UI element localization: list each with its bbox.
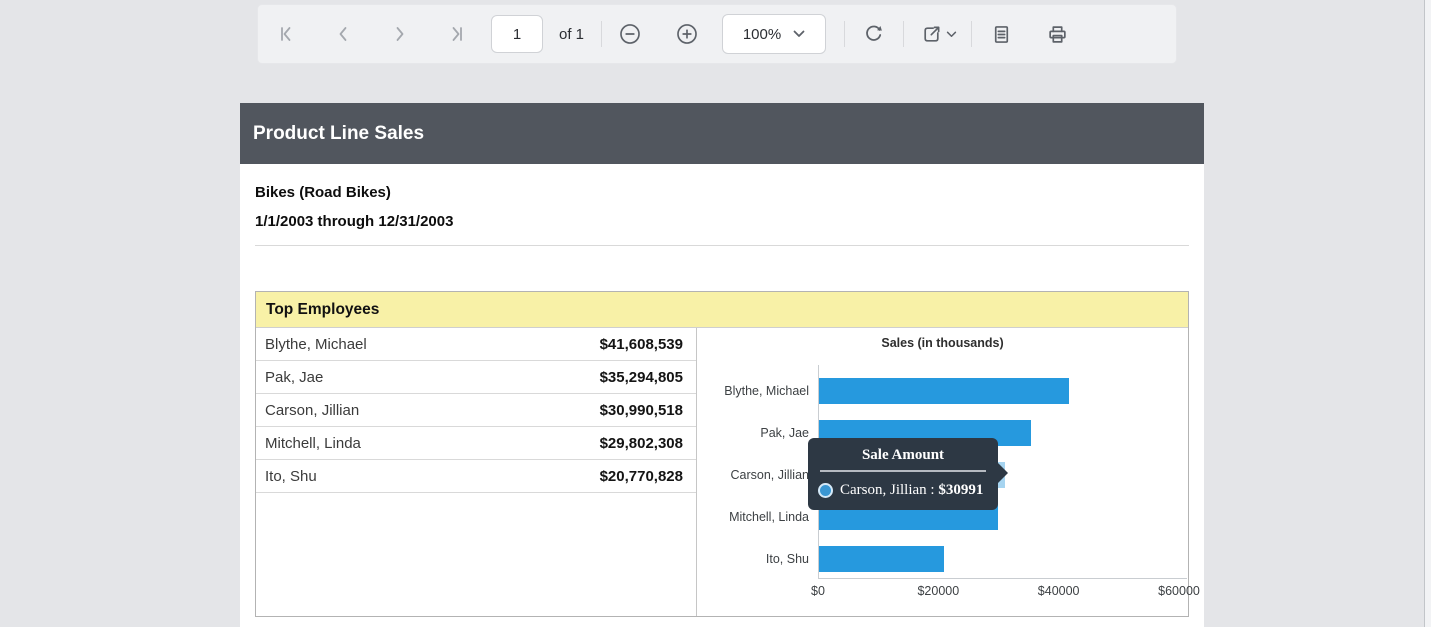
tooltip-separator [820, 470, 986, 472]
employee-name: Carson, Jillian [265, 401, 360, 419]
sales-chart: Sales (in thousands) Blythe, Michael Pak,… [697, 328, 1200, 616]
zoom-out-icon [620, 24, 640, 44]
panel-body: Blythe, Michael $41,608,539 Pak, Jae $35,29… [256, 328, 1200, 616]
zoom-level-select[interactable]: 100% [722, 14, 827, 54]
tooltip-arrow [997, 462, 1008, 484]
employee-sales-amount: $20,770,828 [599, 467, 683, 485]
report-title-bar: Product Line Sales [240, 103, 1204, 164]
top-employees-panel: Top Employees Blythe, Michael $41,608,539… [255, 291, 1200, 617]
x-axis-tick-label: $40000 [1037, 584, 1080, 598]
chart-category-label: Mitchell, Linda [729, 510, 809, 524]
x-axis-tick-label: $20000 [917, 584, 960, 598]
chart-category-label: Ito, Shu [765, 552, 809, 566]
employee-sales-amount: $35,294,805 [599, 368, 683, 386]
chart-tooltip: Sale Amount Carson, Jillian : $30991 [808, 438, 1008, 510]
x-axis-tick-label: $60000 [1158, 584, 1200, 598]
page-number-input[interactable] [491, 15, 543, 53]
table-row: Pak, Jae $35,294,805 [256, 361, 696, 394]
previous-page-button[interactable] [331, 22, 355, 46]
toolbar-separator [903, 21, 905, 47]
report-page: Product Line Sales Bikes (Road Bikes) 1/… [240, 103, 1204, 627]
chevron-down-icon [946, 31, 957, 37]
series-marker-icon [818, 483, 833, 498]
report-subtitle: Bikes (Road Bikes) 1/1/2003 through 12/3… [240, 164, 1204, 230]
last-page-icon [452, 27, 462, 41]
employee-name: Blythe, Michael [265, 335, 367, 353]
employee-name: Ito, Shu [265, 467, 317, 485]
employee-sales-amount: $41,608,539 [599, 335, 683, 353]
table-row: Ito, Shu $20,770,828 [256, 460, 696, 493]
zoom-level-value: 100% [742, 25, 782, 43]
table-row: Blythe, Michael $41,608,539 [256, 328, 696, 361]
toolbar-separator [601, 21, 603, 47]
chart-category-label: Blythe, Michael [724, 384, 809, 398]
export-button[interactable] [921, 24, 957, 45]
vertical-scrollbar[interactable] [1424, 0, 1431, 627]
toolbar-separator [971, 21, 973, 47]
chart-bar[interactable] [819, 378, 1069, 404]
refresh-button[interactable] [861, 22, 885, 46]
document-icon [994, 25, 1008, 43]
product-line-label: Bikes (Road Bikes) [255, 184, 391, 201]
next-page-icon [396, 27, 404, 41]
first-page-button[interactable] [274, 22, 298, 46]
employee-name: Mitchell, Linda [265, 434, 361, 452]
chart-bar[interactable] [819, 546, 944, 572]
date-range-label: 1/1/2003 through 12/31/2003 [255, 213, 454, 230]
table-row: Mitchell, Linda $29,802,308 [256, 427, 696, 460]
zoom-out-button[interactable] [618, 22, 642, 46]
chart-x-axis [818, 578, 1187, 579]
first-page-icon [281, 27, 291, 41]
next-page-button[interactable] [388, 22, 412, 46]
tooltip-text: Carson, Jillian : $30991 [840, 482, 983, 499]
refresh-icon [865, 25, 882, 41]
panel-header-label: Top Employees [266, 300, 380, 318]
employee-name: Pak, Jae [265, 368, 324, 386]
page-count-label: of 1 [559, 25, 585, 43]
zoom-in-icon [677, 24, 697, 44]
print-icon [1048, 25, 1066, 43]
chevron-down-icon [793, 30, 805, 37]
employees-table: Blythe, Michael $41,608,539 Pak, Jae $35,29… [256, 328, 697, 616]
report-toolbar: of 1 100% [257, 4, 1177, 64]
document-view-button[interactable] [989, 22, 1013, 46]
employee-sales-amount: $29,802,308 [599, 434, 683, 452]
zoom-in-button[interactable] [675, 22, 699, 46]
chart-category-label: Pak, Jae [760, 426, 809, 440]
x-axis-tick-label: $0 [811, 584, 825, 598]
chart-title: Sales (in thousands) [881, 336, 1004, 350]
report-title: Product Line Sales [253, 122, 425, 144]
print-button[interactable] [1045, 22, 1069, 46]
employee-sales-amount: $30,990,518 [599, 401, 683, 419]
export-icon [924, 26, 940, 42]
previous-page-icon [339, 27, 347, 41]
panel-header: Top Employees [256, 292, 1188, 328]
tooltip-title: Sale Amount [861, 447, 945, 463]
toolbar-separator [844, 21, 846, 47]
tooltip-series-row: Carson, Jillian : $30991 [818, 482, 998, 499]
tooltip-value: $30991 [938, 482, 984, 498]
table-row: Carson, Jillian $30,990,518 [256, 394, 696, 427]
tooltip-series-label: Carson, Jillian : [840, 482, 935, 498]
header-divider [255, 245, 1189, 246]
chart-category-label: Carson, Jillian [730, 468, 809, 482]
last-page-button[interactable] [445, 22, 469, 46]
